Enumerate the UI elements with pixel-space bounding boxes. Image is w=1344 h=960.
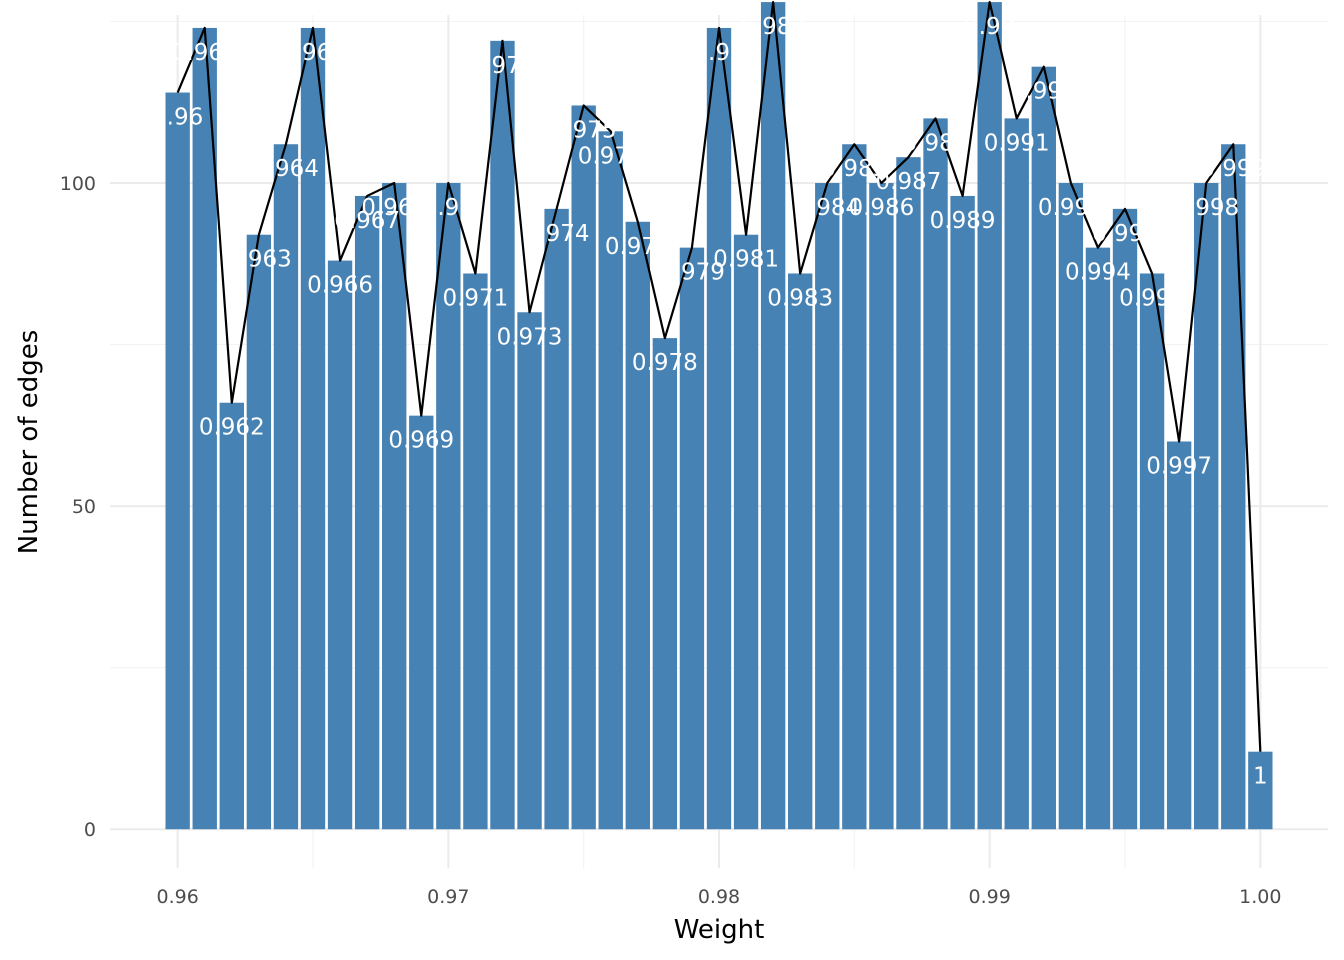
trend-line (176, 0, 1262, 752)
bar-label: 1 (1253, 764, 1268, 790)
bar-label: 0.97 (423, 195, 474, 221)
bar-label: 0.99 (964, 14, 1015, 40)
bar (490, 40, 515, 830)
bar (625, 221, 650, 830)
bar-label: 0.988 (903, 130, 969, 156)
bar (788, 273, 813, 830)
trend-line-group (176, 0, 1262, 752)
bar-label: 0.971 (442, 285, 508, 311)
bar-label: 0.98 (693, 40, 744, 66)
bar (1221, 144, 1246, 830)
axes: 0.96 0.97 0.98 0.99 1.00 0 50 100 (60, 173, 1282, 908)
bar (246, 234, 272, 830)
bar-label: 0.981 (713, 247, 779, 273)
bar-label: 0.991 (984, 130, 1050, 156)
x-tick-label: 1.00 (1239, 886, 1281, 908)
bar-label: 0.978 (632, 350, 698, 376)
y-axis-title: Number of edges (14, 330, 44, 555)
bar-label: 0.998 (1173, 195, 1239, 221)
bar (192, 27, 217, 830)
bar (706, 27, 732, 830)
bar (300, 27, 326, 830)
bar (1248, 751, 1273, 830)
bar-label: 0.972 (470, 53, 536, 79)
bar (571, 105, 596, 830)
bar-label: 0.968 (361, 195, 427, 221)
bar (517, 312, 542, 830)
bar-label: 0.967 (334, 208, 400, 234)
bar (733, 234, 759, 830)
bar-label: 0.963 (226, 247, 292, 273)
bar (1139, 273, 1165, 830)
bar (869, 183, 894, 830)
bar (354, 195, 380, 830)
bar-labels: 0.960.9610.9620.9630.9640.9650.9660.9670… (152, 14, 1268, 790)
x-tick-label: 0.96 (157, 886, 199, 908)
bar (977, 2, 1002, 830)
bar (1112, 208, 1138, 830)
bar (679, 247, 705, 830)
bar-label: 0.997 (1146, 454, 1212, 480)
bar (382, 183, 407, 830)
bars (165, 2, 1273, 830)
bar (409, 415, 434, 830)
bar (1085, 247, 1111, 830)
bar-label: 0.994 (1065, 260, 1131, 286)
y-tick-label: 100 (60, 173, 96, 195)
bar (1166, 441, 1192, 830)
y-tick-label: 0 (84, 819, 96, 841)
x-axis-title: Weight (674, 915, 765, 945)
bar-label: 0.987 (876, 169, 942, 195)
bar (219, 402, 244, 830)
bar (1004, 118, 1029, 830)
bar (327, 260, 353, 830)
bar-label: 0.96 (152, 105, 203, 131)
bar-label: 0.962 (199, 415, 265, 441)
bar (923, 118, 948, 830)
bar (950, 195, 975, 830)
bar (1194, 183, 1219, 830)
bar (760, 2, 786, 830)
bar (815, 183, 840, 830)
x-tick-label: 0.99 (969, 886, 1011, 908)
x-tick-label: 0.97 (427, 886, 469, 908)
bar (598, 131, 623, 830)
bar-label: 0.999 (1200, 156, 1266, 182)
bar-label: 0.966 (307, 273, 373, 299)
bar-label: 0.982 (740, 14, 806, 40)
bar-label: 0.961 (172, 40, 238, 66)
bar (436, 183, 461, 830)
bar (842, 144, 867, 830)
x-tick-label: 0.98 (698, 886, 740, 908)
bar-label: 0.992 (1011, 79, 1077, 105)
bar (463, 273, 488, 830)
bar-label: 0.984 (794, 195, 860, 221)
bar (544, 208, 569, 830)
bar (652, 338, 678, 830)
bar-label: 0.965 (280, 40, 346, 66)
bar-label: 0.977 (605, 234, 671, 260)
bar-label: 0.976 (578, 143, 644, 169)
bar (1058, 183, 1084, 830)
bar-label: 0.975 (551, 117, 617, 143)
bar (273, 144, 299, 830)
bar (165, 92, 190, 830)
bar-label: 0.986 (848, 195, 914, 221)
bar-label: 0.995 (1092, 221, 1158, 247)
bar-label: 0.979 (659, 260, 725, 286)
y-tick-label: 50 (72, 496, 96, 518)
bar-label: 0.985 (821, 156, 887, 182)
bar-label: 0.973 (497, 324, 563, 350)
bar-label: 0.974 (524, 221, 590, 247)
bar (896, 157, 921, 830)
bar-label: 0.989 (930, 208, 996, 234)
bar-label: 0.964 (253, 156, 319, 182)
bar-label: 0.983 (767, 285, 833, 311)
bar-label: 0.996 (1119, 285, 1185, 311)
bar-label: 0.993 (1038, 195, 1104, 221)
bar (1031, 66, 1056, 830)
bar-label: 0.969 (388, 428, 454, 454)
